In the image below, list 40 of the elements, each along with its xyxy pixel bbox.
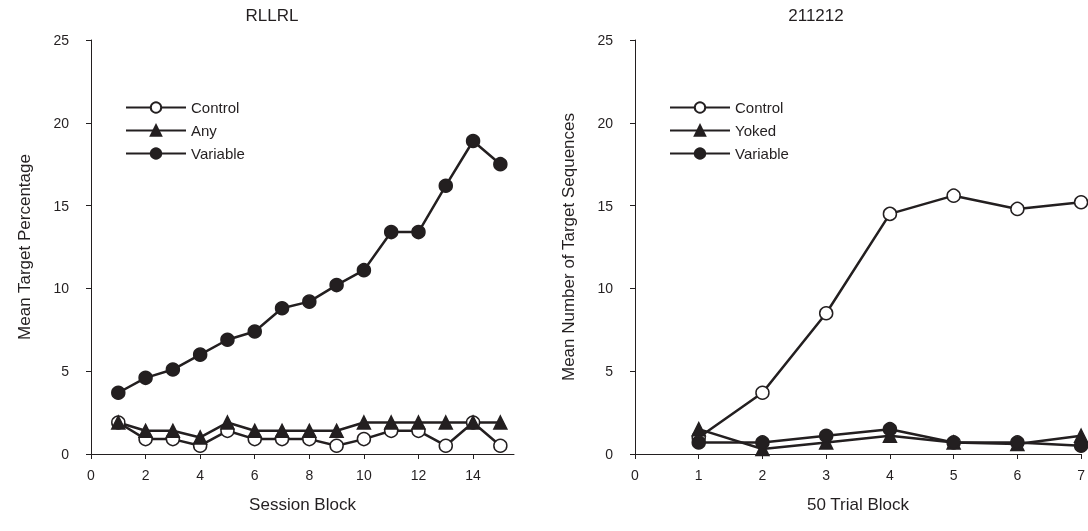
- legend-label: Control: [191, 99, 240, 116]
- x-axis-title: Session Block: [249, 495, 357, 514]
- x-axis-title: 50 Trial Block: [807, 495, 910, 514]
- y-tick-label: 25: [597, 32, 614, 48]
- legend-label: Variable: [735, 145, 789, 162]
- legend-label: Variable: [191, 145, 245, 162]
- x-tick-label: 7: [1077, 467, 1086, 483]
- x-tick-label: 2: [758, 467, 767, 483]
- y-tick-label: 10: [597, 280, 614, 297]
- x-tick-label: 1: [694, 467, 703, 483]
- x-tick-label: 8: [305, 467, 314, 483]
- y-tick-label: 5: [605, 363, 614, 380]
- x-tick-label: 14: [465, 467, 482, 483]
- x-tick-label: 5: [949, 467, 958, 483]
- y-tick-label: 0: [61, 446, 70, 462]
- y-tick-label: 15: [53, 197, 70, 214]
- y-tick-label: 10: [53, 280, 70, 297]
- y-tick-label: 20: [597, 114, 614, 131]
- chart-title: RLLRL: [245, 6, 299, 25]
- y-axis-title: Mean Number of Target Sequences: [559, 112, 578, 382]
- x-tick-label: 0: [631, 467, 640, 483]
- y-tick-label: 0: [605, 446, 614, 462]
- y-tick-label: 20: [53, 114, 70, 131]
- x-tick-label: 12: [410, 467, 427, 483]
- x-tick-label: 6: [1013, 467, 1022, 483]
- y-axis-title: Mean Target Percentage: [15, 154, 34, 340]
- x-tick-label: 4: [886, 467, 895, 483]
- legend-label: Yoked: [735, 122, 777, 139]
- x-tick-label: 10: [356, 467, 372, 483]
- y-tick-label: 5: [61, 363, 70, 380]
- legend-label: Control: [735, 99, 784, 116]
- x-tick-label: 0: [87, 467, 96, 483]
- x-tick-label: 6: [250, 467, 259, 483]
- x-tick-label: 3: [822, 467, 831, 483]
- chart-title: 211212: [788, 6, 844, 25]
- x-tick-label: 4: [196, 467, 205, 483]
- y-tick-label: 25: [53, 32, 70, 48]
- y-tick-label: 15: [597, 197, 614, 214]
- x-tick-label: 2: [141, 467, 150, 483]
- legend-label: Any: [191, 122, 218, 139]
